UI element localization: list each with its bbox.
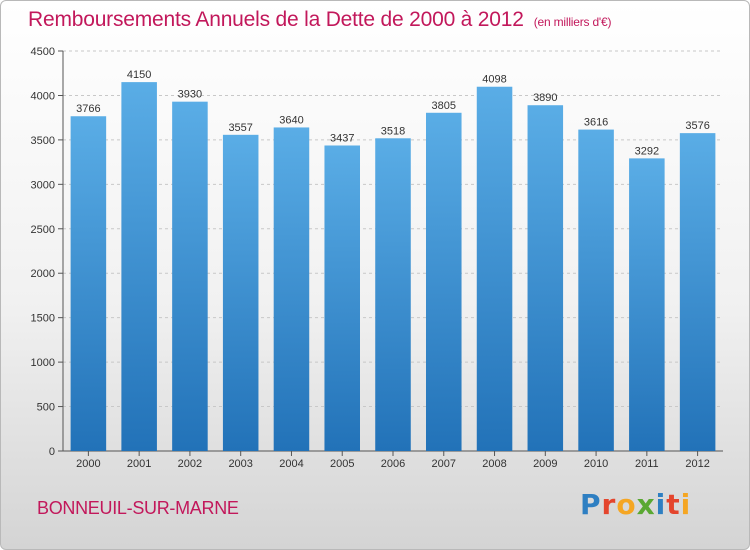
data-label: 3766 <box>76 103 100 115</box>
data-label: 4098 <box>482 74 506 86</box>
unit-label: (en milliers d'€) <box>533 15 612 29</box>
logo-letter: r <box>601 488 617 521</box>
y-tick-label: 1000 <box>31 357 55 369</box>
title-text: Remboursements Annuels de la Dette de 20… <box>28 8 524 31</box>
logo-letter: i <box>655 488 667 521</box>
logo-letter: i <box>680 488 692 521</box>
y-tick-label: 1500 <box>31 313 55 325</box>
proxiti-logo[interactable]: Proxiti <box>580 488 691 521</box>
bar-2007 <box>426 112 462 452</box>
bar-2006 <box>375 138 411 452</box>
y-tick-label: 2000 <box>31 268 55 280</box>
y-tick-label: 0 <box>49 446 55 458</box>
bar-2010 <box>578 129 614 452</box>
bar-2002 <box>172 101 208 452</box>
x-tick-label: 2001 <box>127 458 151 470</box>
bar-2000 <box>70 116 107 451</box>
bar-2009 <box>527 105 564 451</box>
data-label: 3576 <box>685 120 709 132</box>
x-tick-label: 2005 <box>330 458 354 470</box>
x-tick-label: 2006 <box>381 458 405 470</box>
y-tick-label: 3000 <box>31 179 55 191</box>
x-tick-label: 2002 <box>178 458 202 470</box>
data-label: 4150 <box>127 69 151 81</box>
bar-2004 <box>273 127 310 451</box>
bars <box>70 82 716 452</box>
logo-letter: x <box>636 488 656 521</box>
data-label: 3930 <box>178 89 202 101</box>
x-tick-label: 2007 <box>432 458 456 470</box>
y-tick-label: 500 <box>37 402 55 414</box>
city-name: BONNEUIL-SUR-MARNE <box>37 498 239 518</box>
data-label: 3805 <box>432 100 456 112</box>
bar-2008 <box>476 86 513 451</box>
bar-2012 <box>679 133 716 451</box>
logo-letter: t <box>666 488 681 521</box>
x-tick-label: 2011 <box>635 458 659 470</box>
x-tick-label: 2010 <box>584 458 608 470</box>
x-tick-label: 2004 <box>279 458 303 470</box>
chart-title: Remboursements Annuels de la Dette de 20… <box>28 8 611 32</box>
data-label: 3292 <box>635 145 659 157</box>
bar-2003 <box>222 134 259 452</box>
x-tick-label: 2008 <box>482 458 506 470</box>
y-tick-label: 3500 <box>31 135 55 147</box>
x-tick-label: 2003 <box>228 458 252 470</box>
bar-2011 <box>629 158 665 451</box>
data-label: 3616 <box>584 117 608 129</box>
data-label: 3518 <box>381 125 405 137</box>
y-tick-label: 4000 <box>31 90 55 102</box>
data-label: 3437 <box>330 132 354 144</box>
logo-letter: P <box>580 488 602 521</box>
x-tick-label: 2000 <box>76 458 100 470</box>
bar-2005 <box>324 145 360 451</box>
data-label: 3640 <box>279 114 303 126</box>
x-tick-label: 2009 <box>533 458 557 470</box>
y-tick-label: 2500 <box>31 224 55 236</box>
logo-letter: o <box>616 488 637 521</box>
data-label: 3557 <box>228 122 252 134</box>
bar-2001 <box>121 82 157 451</box>
data-label: 3890 <box>533 92 557 104</box>
labels: 3766 2000 4150 2001 3930 2002 3557 2003 3640 2004… <box>76 69 710 470</box>
y-tick-label: 4500 <box>31 46 55 58</box>
x-tick-label: 2012 <box>685 458 709 470</box>
